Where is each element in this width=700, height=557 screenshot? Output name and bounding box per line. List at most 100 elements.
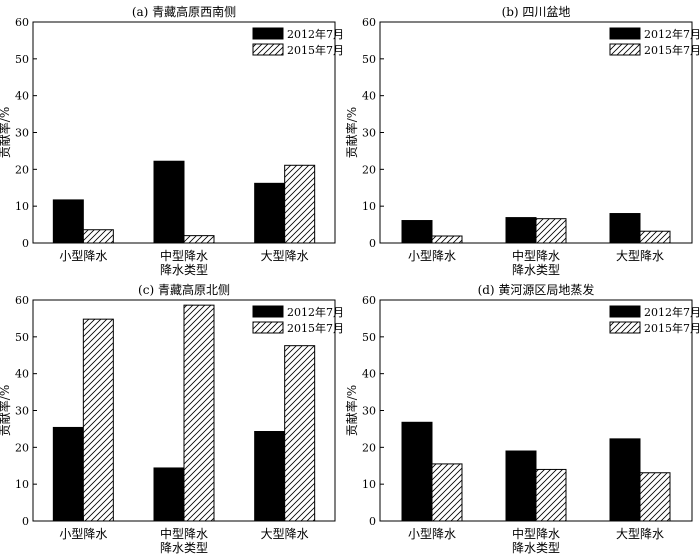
bar-2012: [52, 199, 84, 244]
x-axis-label: 降水类型: [512, 541, 560, 555]
y-tick-label: 0: [22, 515, 29, 528]
x-tick-label: 小型降水: [59, 249, 107, 263]
y-tick-label: 50: [15, 53, 29, 66]
legend-swatch-2015: [609, 321, 641, 334]
legend-swatch-2015: [252, 321, 284, 334]
y-tick-label: 60: [362, 294, 376, 307]
y-axis-label: 贡献率/%: [0, 385, 12, 436]
x-axis-label: 降水类型: [160, 263, 208, 277]
legend-label: 2012年7月: [287, 27, 344, 41]
x-tick-label: 小型降水: [408, 527, 456, 541]
bar-2012: [401, 421, 433, 522]
x-tick-label: 小型降水: [408, 249, 456, 263]
y-tick-label: 50: [15, 331, 29, 344]
x-tick-label: 中型降水: [512, 248, 560, 263]
y-tick-label: 20: [15, 441, 29, 454]
y-tick-label: 10: [15, 200, 29, 213]
legend-swatch-2015: [252, 43, 284, 56]
y-axis-label: 贡献率/%: [344, 107, 359, 158]
bar-2015: [183, 235, 215, 244]
y-axis-label: 贡献率/%: [0, 107, 12, 158]
y-tick-label: 30: [362, 405, 376, 418]
legend-label: 2015年7月: [287, 43, 344, 57]
legend: 2012年7月 2015年7月: [609, 305, 700, 335]
legend-swatch-2012: [609, 27, 641, 40]
y-tick-label: 50: [362, 331, 376, 344]
y-tick-label: 30: [15, 127, 29, 140]
y-tick-label: 0: [369, 237, 376, 250]
x-tick-label: 中型降水: [512, 526, 560, 541]
y-tick-label: 10: [15, 478, 29, 491]
x-tick-label: 中型降水: [160, 526, 208, 541]
chart-title: (b) 四川盆地: [502, 5, 571, 19]
bar-2012: [505, 450, 537, 522]
bar-2012: [52, 426, 84, 522]
chart-panel: (a) 青藏高原西南侧 0 10 20 30 40 50 60 小型降水 中型降水 大型降水降水类型…: [0, 4, 344, 277]
x-tick-label: 小型降水: [59, 527, 107, 541]
bar-2015: [284, 345, 316, 522]
y-tick-label: 60: [15, 16, 29, 29]
x-tick-label: 大型降水: [616, 249, 664, 263]
y-axis-label: 贡献率/%: [344, 385, 359, 436]
y-tick-label: 20: [362, 163, 376, 176]
legend-swatch-2012: [252, 305, 284, 318]
bar-2015: [284, 164, 316, 244]
y-tick-label: 10: [362, 200, 376, 213]
y-tick-label: 0: [22, 237, 29, 250]
bar-2015: [431, 463, 463, 522]
legend-swatch-2015: [609, 43, 641, 56]
legend-swatch-2012: [609, 305, 641, 318]
legend-label: 2012年7月: [644, 305, 700, 319]
legend-swatch-2012: [252, 27, 284, 40]
y-tick-label: 0: [369, 515, 376, 528]
bar-2015: [535, 468, 567, 522]
bar-2015: [183, 304, 215, 522]
bar-2015: [82, 229, 114, 244]
bar-2015: [431, 235, 463, 244]
bar-2012: [153, 467, 185, 522]
y-tick-label: 40: [362, 90, 376, 103]
x-axis-label: 降水类型: [512, 263, 560, 277]
bar-2015: [639, 230, 671, 244]
bar-2012: [609, 438, 641, 522]
y-tick-label: 40: [362, 368, 376, 381]
y-tick-label: 20: [362, 441, 376, 454]
x-tick-label: 大型降水: [261, 527, 309, 541]
bar-2012: [609, 213, 641, 244]
legend: 2012年7月 2015年7月: [252, 305, 344, 335]
legend-label: 2015年7月: [644, 321, 700, 335]
y-tick-label: 40: [15, 368, 29, 381]
x-tick-label: 大型降水: [616, 527, 664, 541]
y-tick-label: 10: [362, 478, 376, 491]
x-axis-label: 降水类型: [160, 541, 208, 555]
chart-panel: (d) 黄河源区局地蒸发 0 10 20 30 40 50 60 小型降水 中型降水 大型降水降水类…: [344, 282, 700, 555]
y-tick-label: 20: [15, 163, 29, 176]
bar-2012: [254, 430, 286, 522]
y-tick-label: 30: [362, 127, 376, 140]
bar-2015: [535, 218, 567, 244]
chart-title: (c) 青藏高原北侧: [138, 282, 230, 297]
y-tick-label: 60: [362, 16, 376, 29]
x-tick-label: 大型降水: [261, 249, 309, 263]
bar-2012: [153, 160, 185, 244]
y-tick-label: 60: [15, 294, 29, 307]
chart-title: (a) 青藏高原西南侧: [132, 4, 236, 19]
bar-2015: [82, 318, 114, 522]
y-tick-label: 30: [15, 405, 29, 418]
legend: 2012年7月 2015年7月: [609, 27, 700, 57]
legend-label: 2015年7月: [287, 321, 344, 335]
legend: 2012年7月 2015年7月: [252, 27, 344, 57]
bar-2015: [639, 472, 671, 522]
legend-label: 2012年7月: [644, 27, 700, 41]
legend-label: 2012年7月: [287, 305, 344, 319]
chart-title: (d) 黄河源区局地蒸发: [478, 282, 595, 297]
x-tick-label: 中型降水: [160, 248, 208, 263]
bar-2012: [254, 182, 286, 244]
y-tick-label: 40: [15, 90, 29, 103]
y-tick-label: 50: [362, 53, 376, 66]
bar-2012: [401, 220, 433, 244]
legend-label: 2015年7月: [644, 43, 700, 57]
